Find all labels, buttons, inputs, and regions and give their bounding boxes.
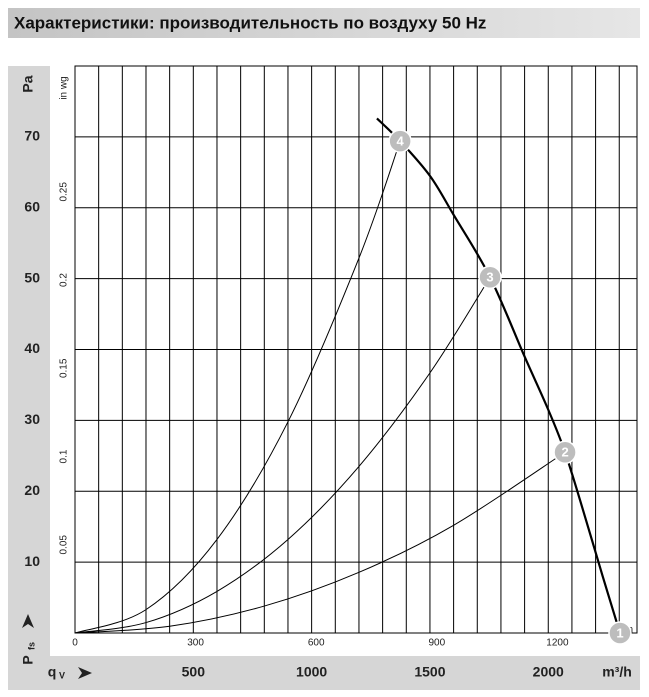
y-tick-label: 70 [24, 128, 40, 144]
bottom-axis-band [8, 656, 640, 690]
x-axis-label: q [48, 664, 57, 680]
x2-tick-label: 0 [72, 638, 78, 649]
y2-tick-label: 0.15 [59, 358, 70, 378]
x-axis-label-sub: V [59, 670, 65, 680]
x-tick-label: 500 [182, 664, 206, 680]
x-unit: m³/h [602, 664, 632, 680]
y2-tick-label: 0.05 [59, 535, 70, 555]
x2-tick-label: 300 [187, 638, 204, 649]
operating-point-label: 3 [486, 270, 493, 285]
y2-tick-label: 0.25 [59, 182, 70, 202]
x-arrow [78, 667, 92, 679]
y2-unit: in wg [59, 76, 70, 99]
y-tick-label: 50 [24, 269, 40, 285]
operating-point-label: 4 [397, 134, 405, 149]
x-tick-label: 1000 [296, 664, 327, 680]
y-tick-label: 20 [24, 482, 40, 498]
y-axis-label-sub: fs [26, 642, 36, 650]
x2-tick-label: 600 [308, 638, 325, 649]
x2-tick-label: 900 [428, 638, 445, 649]
y-unit: Pa [20, 75, 36, 92]
system-curve [74, 276, 491, 634]
y-tick-label: 10 [24, 553, 40, 569]
operating-point [608, 621, 632, 645]
y-tick-label: 30 [24, 411, 40, 427]
x-tick-label: 2000 [533, 664, 564, 680]
x-tick-label: 1500 [414, 664, 445, 680]
y2-tick-label: 0.1 [59, 449, 70, 463]
operating-point-label: 1 [616, 625, 623, 640]
chart-title: Характеристики: производительность по во… [14, 13, 486, 32]
operating-point [553, 440, 577, 465]
left-axis-band [8, 66, 50, 690]
title-bar [8, 8, 640, 38]
operating-point [478, 265, 502, 289]
fan-curve [376, 117, 622, 634]
x2-tick-label: 1200 [546, 638, 569, 649]
y-tick-label: 40 [24, 340, 40, 356]
y-tick-label: 60 [24, 198, 40, 214]
operating-point [388, 129, 412, 153]
y-axis-label: P [20, 655, 36, 664]
y-arrow [22, 614, 34, 628]
system-curve [74, 140, 401, 634]
system-curve [74, 451, 566, 634]
y2-tick-label: 0.2 [59, 273, 70, 287]
operating-point-label: 2 [561, 445, 568, 460]
